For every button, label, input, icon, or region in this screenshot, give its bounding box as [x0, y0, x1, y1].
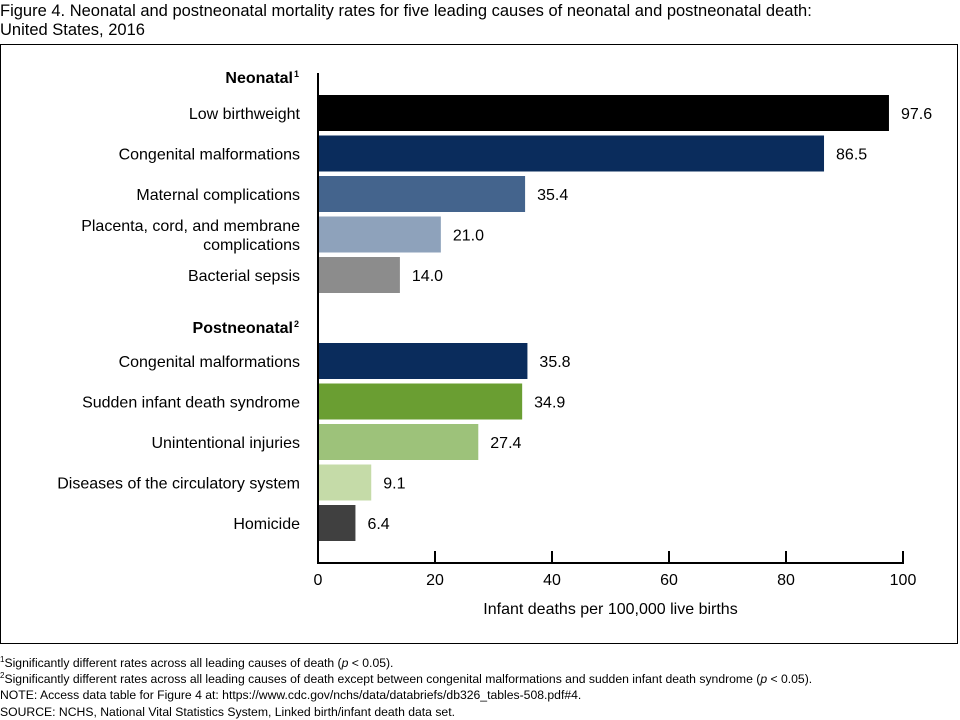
- figure-title-line-1: Figure 4. Neonatal and postneonatal mort…: [0, 2, 812, 20]
- value-label-1-3: 35.4: [537, 187, 568, 204]
- x-axis-title: Infant deaths per 100,000 live births: [483, 601, 737, 618]
- value-label-1-1: 97.6: [901, 106, 932, 123]
- group-heading-1: Neonatal: [225, 70, 293, 87]
- bar-1-5: [318, 257, 400, 293]
- footnote-1: 1Significantly different rates across al…: [0, 655, 812, 671]
- group-heading-marker-1: 1: [294, 69, 299, 79]
- bar-2-1: [318, 343, 528, 379]
- source-text: SOURCE: NCHS, National Vital Statistics …: [0, 704, 455, 719]
- value-label-1-2: 86.5: [836, 147, 867, 164]
- bar-1-2: [318, 135, 825, 172]
- bar-2-2: [318, 383, 523, 420]
- category-label-1-4-line-2: complications: [203, 237, 300, 254]
- chart-frame: Neonatal 1 97.6 Low birthweight 86.5 Congenit…: [0, 44, 958, 644]
- value-label-2-5: 6.4: [367, 516, 389, 533]
- x-tick-label-2: 20: [426, 572, 444, 589]
- x-tick-label-6: 100: [890, 572, 917, 589]
- value-label-1-5: 14.0: [412, 268, 443, 285]
- group-heading-marker-2: 2: [294, 319, 299, 329]
- bar-1-4: [318, 216, 441, 253]
- category-label-1-1: Low birthweight: [189, 106, 301, 123]
- bar-1-1: [318, 95, 889, 131]
- footnote-2-p: p: [760, 672, 768, 687]
- x-tick-label-1: 0: [314, 572, 323, 589]
- footnote-1-text: Significantly different rates across all…: [4, 656, 342, 670]
- category-label-1-5: Bacterial sepsis: [188, 268, 300, 285]
- figure-title-line-2: United States, 2016: [0, 21, 145, 39]
- note-text: NOTE: Access data table for Figure 4 at:…: [0, 688, 582, 703]
- value-label-1-4: 21.0: [453, 228, 484, 245]
- footnote-1-p: p: [341, 656, 349, 670]
- footnote-2-marker: 2: [0, 671, 5, 681]
- x-tick-label-4: 60: [660, 572, 678, 589]
- footnote-2-end: < 0.05).: [767, 672, 813, 687]
- x-tick-label-5: 80: [777, 572, 795, 589]
- category-label-2-2: Sudden infant death syndrome: [82, 395, 300, 412]
- bar-2-5: [318, 505, 356, 541]
- group-heading-2: Postneonatal: [193, 320, 293, 337]
- category-label-2-1: Congenital malformations: [119, 354, 300, 371]
- category-label-1-2: Congenital malformations: [119, 147, 300, 164]
- category-label-2-5: Homicide: [233, 516, 300, 533]
- value-label-2-4: 9.1: [383, 476, 405, 493]
- category-label-2-3: Unintentional injuries: [151, 435, 300, 452]
- category-label-1-4-line-1: Placenta, cord, and membrane: [81, 218, 300, 235]
- figure-title: Figure 4. Neonatal and postneonatal mort…: [0, 2, 940, 40]
- bar-1-3: [318, 176, 526, 212]
- footnote-1-marker: 1: [0, 654, 5, 664]
- footnote-2: 2Significantly different rates across al…: [0, 671, 812, 687]
- bar-2-3: [318, 424, 479, 460]
- bar-chart: Neonatal 1 97.6 Low birthweight 86.5 Congenit…: [57, 69, 932, 618]
- value-label-2-2: 34.9: [534, 395, 565, 412]
- bar-2-4: [318, 464, 372, 501]
- value-label-2-3: 27.4: [490, 435, 521, 452]
- footnote-1-end: < 0.05).: [348, 656, 394, 670]
- footnote-2-text: Significantly different rates across all…: [4, 672, 761, 687]
- x-tick-label-3: 40: [543, 572, 561, 589]
- value-label-2-1: 35.8: [539, 354, 570, 371]
- footnotes: 1Significantly different rates across al…: [0, 655, 812, 720]
- category-label-2-4: Diseases of the circulatory system: [57, 476, 300, 493]
- category-label-1-3: Maternal complications: [136, 187, 300, 204]
